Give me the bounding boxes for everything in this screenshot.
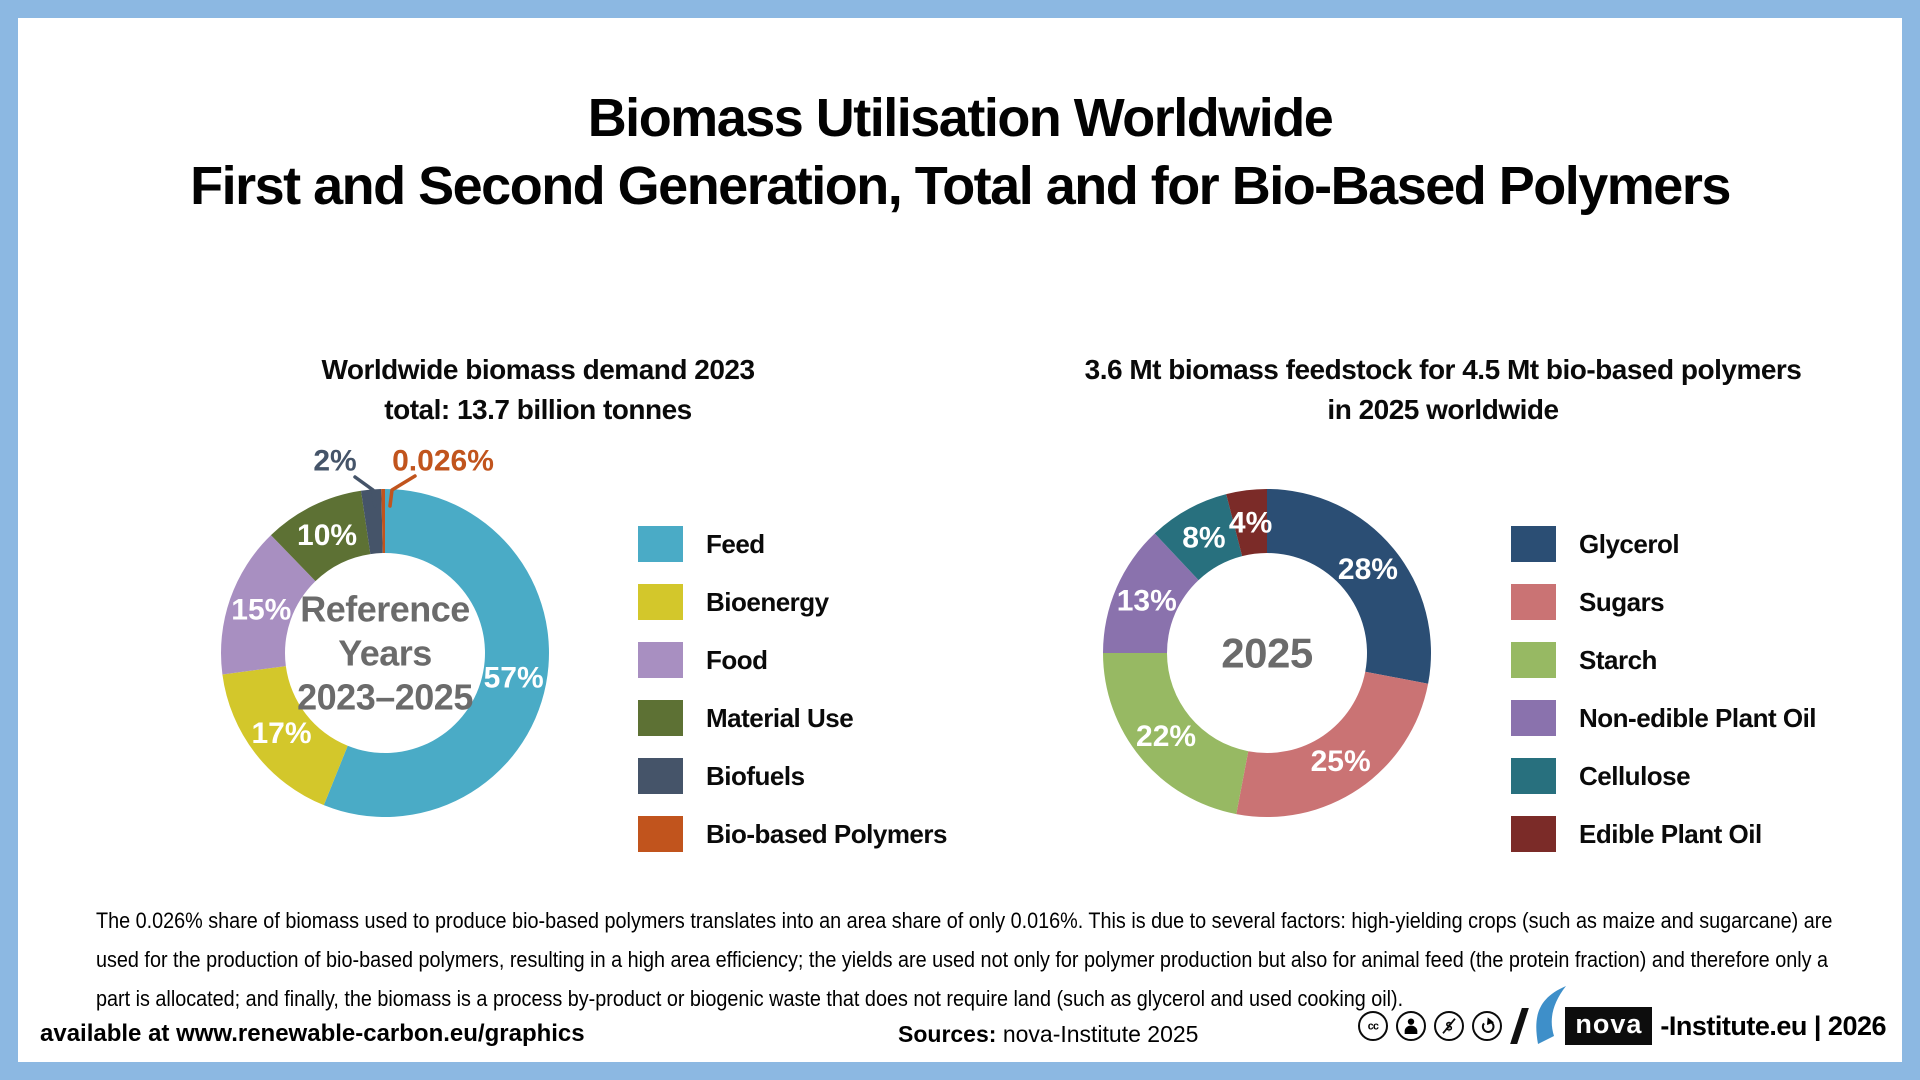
segment-value-label-edible-plant-oil: 4% [1229, 507, 1272, 540]
legend-label: Food [706, 644, 768, 675]
donut-segment-food [221, 535, 316, 675]
legend-swatch-feed [638, 526, 683, 562]
legend-item-edible-plant-oil: Edible Plant Oil [1511, 816, 1816, 852]
legend-label: Biofuels [706, 760, 805, 791]
callout-leader-biofuels [353, 475, 377, 508]
legend-label: Non-edible Plant Oil [1579, 702, 1817, 733]
sources-value: nova-Institute 2025 [996, 1021, 1199, 1047]
segment-value-label-material-use: 10% [297, 519, 357, 552]
svg-text:cc: cc [1368, 1021, 1379, 1033]
legend-item-starch: Starch [1511, 642, 1816, 678]
legend-swatch-non-edible-plant-oil [1511, 700, 1556, 736]
sources-note: Sources: nova-Institute 2025 [898, 1021, 1198, 1048]
donut-segment-sugars [1236, 671, 1429, 818]
page-title-line2: First and Second Generation, Total and f… [190, 156, 1731, 216]
legend-item-cellulose: Cellulose [1511, 758, 1816, 794]
legend-item-bioenergy: Bioenergy [638, 584, 947, 620]
legend-item-biofuels: Biofuels [638, 758, 947, 794]
callout-leader-bio-based-polymers [388, 474, 417, 508]
segment-value-label-food: 15% [231, 593, 291, 626]
right-chart-title-line1: 3.6 Mt biomass feedstock for 4.5 Mt bio-… [1084, 354, 1802, 385]
segment-value-label-sugars: 25% [1311, 745, 1371, 778]
nova-logo-wordmark: nova [1565, 1007, 1653, 1045]
donut-center-label: 2023–2025 [297, 676, 473, 717]
left-chart-title-line2: total: 13.7 billion tonnes [384, 394, 692, 425]
legend-label: Material Use [706, 702, 854, 733]
left-chart-title: Worldwide biomass demand 2023 total: 13.… [138, 350, 938, 430]
segment-value-label-cellulose: 8% [1182, 522, 1225, 555]
page-title-line1: Biomass Utilisation Worldwide [587, 88, 1334, 148]
segment-value-label-bioenergy: 17% [251, 717, 311, 750]
availability-url: available at www.renewable-carbon.eu/gra… [40, 1020, 585, 1047]
left-chart-legend: Feed Bioenergy Food Material Use Biofuels Bio… [638, 526, 947, 874]
donut-segment-feed [323, 489, 549, 817]
legend-label: Edible Plant Oil [1579, 818, 1762, 849]
legend-label: Starch [1579, 644, 1657, 675]
donut-segment-starch [1103, 653, 1249, 815]
legend-item-non-edible-plant-oil: Non-edible Plant Oil [1511, 700, 1817, 736]
legend-label: Bio-based Polymers [706, 818, 947, 849]
legend-swatch-biofuels [638, 758, 683, 794]
cc-by-icon [1396, 1011, 1427, 1041]
cc-nc-icon: $ [1434, 1011, 1465, 1041]
segment-value-label-biofuels: 2% [313, 445, 356, 478]
donut-segment-bioenergy [222, 666, 348, 806]
donut-center-label: Years [338, 633, 432, 674]
institute-credit-text: -Institute.eu | 2026 [1660, 1010, 1886, 1041]
segment-value-label-non-edible-plant-oil: 13% [1117, 584, 1177, 617]
donut-segment-bio-based-polymers [381, 488, 385, 554]
legend-item-food: Food [638, 642, 947, 678]
legend-label: Feed [706, 528, 765, 559]
segment-value-label-glycerol: 28% [1338, 553, 1398, 586]
donut-center-label: 2025 [1221, 630, 1313, 677]
donut-segment-biofuels [360, 489, 383, 555]
cc-sa-icon [1472, 1011, 1503, 1041]
page-title: Biomass Utilisation Worldwide First and … [0, 84, 1920, 220]
left-chart-title-line1: Worldwide biomass demand 2023 [321, 354, 755, 385]
legend-item-bio-based-polymers: Bio-based Polymers [638, 816, 947, 852]
legend-label: Sugars [1579, 586, 1665, 617]
legend-swatch-glycerol [1511, 526, 1556, 562]
footnote-paragraph: The 0.026% share of biomass used to prod… [96, 908, 1833, 1011]
legend-item-glycerol: Glycerol [1511, 526, 1816, 562]
legend-item-sugars: Sugars [1511, 584, 1816, 620]
legend-item-material-use: Material Use [638, 700, 947, 736]
segment-value-label-bio-based-polymers: 0.026% [392, 445, 494, 478]
legend-swatch-food [638, 642, 683, 678]
legend-swatch-sugars [1511, 584, 1556, 620]
right-donut-chart: 28% 25% 22% 13%8% 4% 2025 [1103, 489, 1432, 818]
nova-logo-slash [1510, 1008, 1530, 1044]
legend-swatch-bio-based-polymers [638, 816, 683, 852]
right-chart-legend: Glycerol Sugars Starch Non-edible Plant Oil… [1511, 526, 1817, 874]
legend-swatch-cellulose [1511, 758, 1556, 794]
segment-value-label-starch: 22% [1136, 720, 1196, 753]
cc-icon: cc [1358, 1011, 1389, 1041]
legend-label: Cellulose [1579, 760, 1691, 791]
donut-segment-edible-plant-oil [1226, 489, 1267, 557]
right-chart-title-line2: in 2025 worldwide [1327, 394, 1559, 425]
legend-swatch-edible-plant-oil [1511, 816, 1556, 852]
donut-segment-material-use [270, 490, 371, 582]
sources-label: Sources: [898, 1021, 997, 1047]
left-donut-chart: 57% 17% 15% 10% 2% 0.026% ReferenceYears2023–2… [221, 445, 549, 817]
donut-segment-glycerol [1267, 489, 1432, 684]
segment-value-label-feed: 57% [484, 661, 544, 694]
legend-label: Glycerol [1579, 528, 1680, 559]
footer-branding: cc $ nova -Institute.eu | 2026 [1358, 986, 1886, 1058]
donut-center-label: Reference [300, 589, 470, 630]
right-chart-title: 3.6 Mt biomass feedstock for 4.5 Mt bio-… [1038, 350, 1848, 430]
donut-segment-non-edible-plant-oil [1103, 533, 1199, 653]
legend-item-feed: Feed [638, 526, 947, 562]
legend-label: Bioenergy [706, 586, 829, 617]
donut-segment-cellulose [1154, 494, 1243, 581]
legend-swatch-bioenergy [638, 584, 683, 620]
legend-swatch-material-use [638, 700, 683, 736]
nova-logo-swoosh-icon [1536, 986, 1567, 1044]
legend-swatch-starch [1511, 642, 1556, 678]
